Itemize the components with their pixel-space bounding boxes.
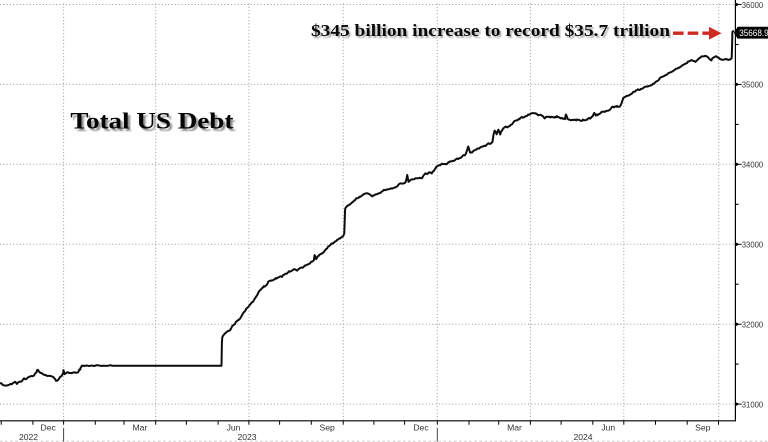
svg-text:Jun: Jun: [601, 422, 615, 432]
svg-text:Sep: Sep: [695, 422, 711, 432]
svg-text:36000: 36000: [742, 0, 763, 10]
svg-text:33000: 33000: [742, 240, 763, 250]
svg-text:Sep: Sep: [320, 422, 336, 432]
svg-text:2023: 2023: [237, 432, 256, 442]
svg-text:2024: 2024: [573, 432, 592, 442]
svg-text:32000: 32000: [742, 320, 763, 330]
svg-text:35000: 35000: [742, 80, 763, 90]
svg-text:35668.9: 35668.9: [739, 28, 768, 39]
svg-text:$345 billion increase to recor: $345 billion increase to record $35.7 tr…: [311, 21, 670, 40]
svg-text:Total US Debt: Total US Debt: [70, 109, 233, 135]
svg-text:34000: 34000: [742, 160, 763, 170]
svg-text:2022: 2022: [19, 432, 38, 442]
svg-text:Dec: Dec: [413, 422, 429, 432]
svg-text:$345 billion increase to recor: $345 billion increase to record $35.7 tr…: [313, 23, 672, 42]
svg-text:Mar: Mar: [507, 422, 522, 432]
svg-text:Dec: Dec: [41, 422, 57, 432]
svg-text:31000: 31000: [742, 399, 763, 409]
svg-text:Jun: Jun: [227, 422, 241, 432]
svg-text:Total US Debt: Total US Debt: [73, 111, 236, 137]
svg-text:Mar: Mar: [132, 422, 147, 432]
